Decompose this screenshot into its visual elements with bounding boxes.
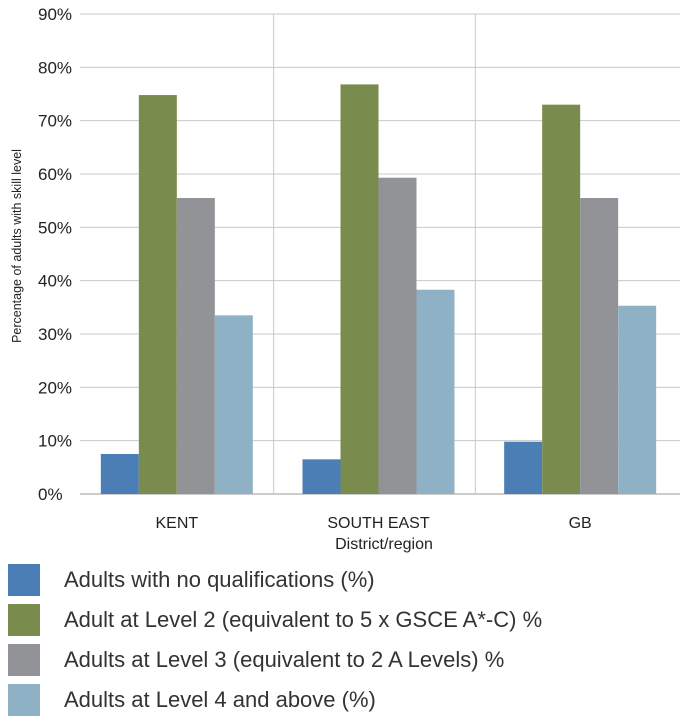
bar-gb-series-2 xyxy=(542,104,581,495)
y-axis-ticks: 0% 10% 20% 30% 40% 50% 60% 70% 80% 90% xyxy=(38,5,72,504)
legend: Adults with no qualifications (%) Adult a… xyxy=(8,560,668,720)
legend-swatch xyxy=(8,604,40,636)
bar-south-east-series-3 xyxy=(378,177,417,494)
x-category-label: GB xyxy=(569,515,592,532)
legend-label: Adults at Level 3 (equivalent to 2 A Lev… xyxy=(64,647,505,672)
legend-swatch xyxy=(8,684,40,716)
y-axis-label: Percentage of adults with skill level xyxy=(10,149,24,343)
y-tick-label: 80% xyxy=(38,58,72,77)
y-tick-label: 30% xyxy=(38,325,72,344)
bar-kent-series-3 xyxy=(176,198,215,494)
category-separators xyxy=(273,14,476,494)
x-axis-categories: KENT SOUTH EAST GB xyxy=(155,515,591,532)
y-tick-label: 70% xyxy=(38,112,72,131)
bar-chart: 0% 10% 20% 30% 40% 50% 60% 70% 80% 90% KENT SOUTH … xyxy=(10,5,680,553)
legend-label: Adults with no qualifications (%) xyxy=(64,567,375,592)
y-tick-label: 50% xyxy=(38,218,72,237)
bar-gb-series-3 xyxy=(580,198,619,494)
legend-item: Adults with no qualifications (%) xyxy=(8,560,668,600)
legend-swatch xyxy=(8,644,40,676)
x-category-label: KENT xyxy=(155,515,198,532)
legend-item: Adults at Level 3 (equivalent to 2 A Lev… xyxy=(8,640,668,680)
bar-south-east-series-1 xyxy=(302,459,341,494)
legend-swatch xyxy=(8,564,40,596)
bar-south-east-series-4 xyxy=(416,289,455,494)
y-tick-label: 20% xyxy=(38,378,72,397)
bar-kent-series-2 xyxy=(138,95,177,495)
bar-kent-series-4 xyxy=(214,315,253,494)
y-tick-label: 60% xyxy=(38,165,72,184)
legend-item: Adult at Level 2 (equivalent to 5 x GSCE… xyxy=(8,600,668,640)
bar-gb-series-1 xyxy=(504,441,543,494)
y-tick-label: 0% xyxy=(38,485,63,504)
x-axis-label: District/region xyxy=(335,536,433,553)
y-tick-label: 10% xyxy=(38,432,72,451)
bars xyxy=(100,84,657,495)
legend-label: Adult at Level 2 (equivalent to 5 x GSCE… xyxy=(64,607,543,632)
legend-label: Adults at Level 4 and above (%) xyxy=(64,687,376,712)
x-category-label: SOUTH EAST xyxy=(327,515,429,532)
legend-item: Adults at Level 4 and above (%) xyxy=(8,680,668,720)
bar-gb-series-4 xyxy=(618,305,657,494)
y-tick-label: 90% xyxy=(38,5,72,24)
y-tick-label: 40% xyxy=(38,272,72,291)
bar-kent-series-1 xyxy=(100,454,139,494)
bar-south-east-series-2 xyxy=(340,84,379,495)
